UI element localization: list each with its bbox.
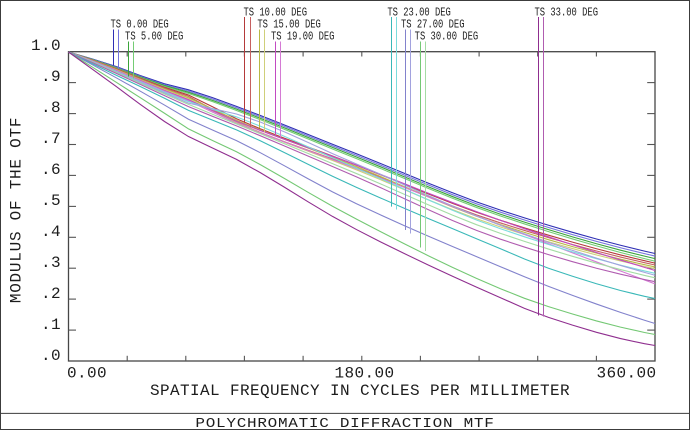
svg-text:.3: .3 xyxy=(41,254,61,272)
svg-text:TS 33.00 DEG: TS 33.00 DEG xyxy=(534,6,598,20)
svg-text:.6: .6 xyxy=(41,161,61,179)
svg-text:TS 10.00 DEG: TS 10.00 DEG xyxy=(244,6,308,20)
svg-text:180.00: 180.00 xyxy=(334,365,394,383)
svg-text:.9: .9 xyxy=(41,68,61,86)
svg-text:POLYCHROMATIC DIFFRACTION MTF: POLYCHROMATIC DIFFRACTION MTF xyxy=(195,417,494,430)
svg-text:.2: .2 xyxy=(41,285,61,303)
svg-text:TS 0.00 DEG: TS 0.00 DEG xyxy=(111,18,169,32)
svg-text:TS 30.00 DEG: TS 30.00 DEG xyxy=(415,30,479,44)
svg-text:360.00: 360.00 xyxy=(596,365,656,383)
svg-text:.7: .7 xyxy=(41,130,61,148)
svg-text:MODULUS OF THE OTF: MODULUS OF THE OTF xyxy=(8,117,26,303)
svg-text:.1: .1 xyxy=(41,316,61,334)
svg-text:.8: .8 xyxy=(41,99,61,117)
svg-text:.4: .4 xyxy=(41,223,61,241)
svg-text:.5: .5 xyxy=(41,192,61,210)
svg-text:TS 5.00 DEG: TS 5.00 DEG xyxy=(125,30,183,44)
svg-text:TS 15.00 DEG: TS 15.00 DEG xyxy=(257,18,321,32)
svg-text:TS 19.00 DEG: TS 19.00 DEG xyxy=(271,30,335,44)
svg-text:1.0: 1.0 xyxy=(31,37,61,55)
svg-text:.0: .0 xyxy=(41,347,61,365)
svg-text:TS 27.00 DEG: TS 27.00 DEG xyxy=(401,18,465,32)
svg-text:0.00: 0.00 xyxy=(67,365,107,383)
svg-text:TS 23.00 DEG: TS 23.00 DEG xyxy=(387,6,451,20)
svg-text:SPATIAL FREQUENCY IN CYCLES PE: SPATIAL FREQUENCY IN CYCLES PER MILLIMET… xyxy=(150,382,570,400)
